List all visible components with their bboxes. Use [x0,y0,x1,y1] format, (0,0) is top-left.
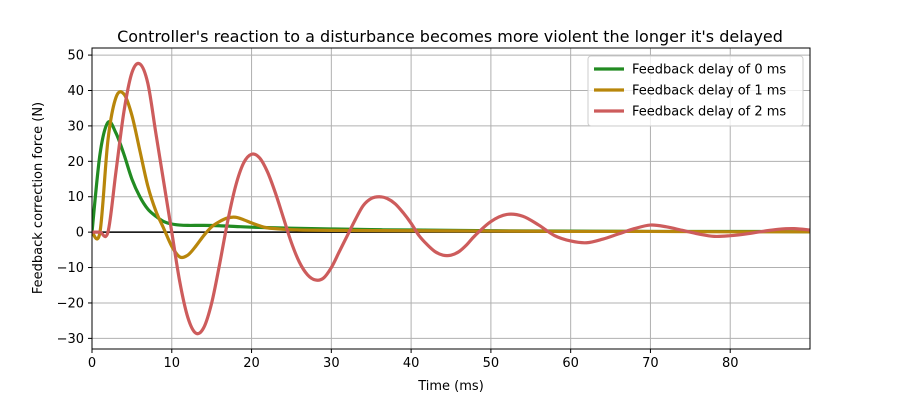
x-axis-label: Time (ms) [417,379,484,394]
y-tick-label: −10 [57,261,84,276]
x-tick-label: 60 [562,356,579,371]
legend-label-0: Feedback delay of 0 ms [632,63,786,78]
x-tick-label: 70 [642,356,659,371]
x-tick-label: 80 [722,356,739,371]
series-lines [92,61,810,336]
y-tick-label: 10 [67,190,84,205]
x-tick-label: 20 [243,356,260,371]
legend-box [587,55,804,127]
y-tick-label: 30 [67,119,84,134]
y-axis-ticks: −30 −20 −10 0 10 20 30 40 50 [57,49,92,347]
chart-title: Controller's reaction to a disturbance b… [117,27,783,46]
series-line-1 [92,90,810,260]
x-tick-label: 0 [88,356,96,371]
x-tick-label: 50 [483,356,500,371]
y-tick-label: 40 [67,84,84,99]
legend: Feedback delay of 0 ms Feedback delay of … [587,55,804,127]
x-tick-label: 30 [323,356,340,371]
plot-frame [91,47,811,350]
y-axis-label: Feedback correction force (N) [31,102,46,294]
y-tick-label: −30 [57,332,84,347]
x-tick-label: 40 [403,356,420,371]
legend-label-1: Feedback delay of 1 ms [632,84,786,99]
x-axis-ticks: 0 10 20 30 40 50 60 70 80 [88,349,739,371]
x-tick-label: 10 [164,356,181,371]
series-line-0 [92,119,810,234]
y-tick-label: −20 [57,296,84,311]
y-tick-label: 50 [67,49,84,64]
y-tick-label: 0 [76,226,84,241]
series-line-2 [92,61,810,336]
y-tick-label: 20 [67,155,84,170]
legend-label-2: Feedback delay of 2 ms [632,105,786,120]
